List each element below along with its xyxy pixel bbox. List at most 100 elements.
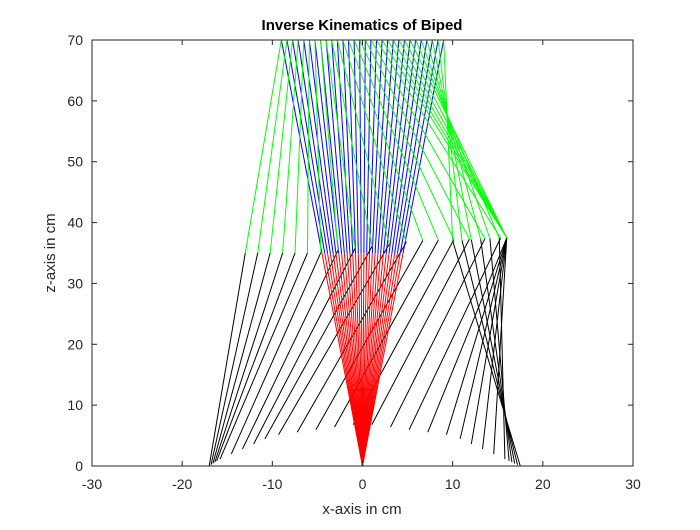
stance-thigh-segment: [331, 39, 348, 254]
swing-shank-segment: [470, 237, 508, 445]
x-tick-label: -30: [82, 476, 102, 492]
stance-thigh-segment: [380, 39, 400, 254]
x-tick-label: 20: [535, 476, 551, 492]
stance-thigh-segment: [348, 39, 357, 254]
swing-thigh-segment: [353, 39, 439, 241]
swing-thigh-segment: [336, 39, 390, 245]
stance-thigh-segment: [366, 39, 372, 254]
swing-thigh-segment: [420, 39, 491, 239]
swing-thigh-segment: [415, 39, 500, 239]
stance-thigh-segment: [382, 39, 405, 254]
plot-area: [208, 39, 521, 467]
swing-thigh-segment: [269, 39, 294, 254]
axes: [91, 39, 634, 467]
swing-shank-segment: [459, 237, 508, 440]
swing-thigh-segment: [244, 39, 282, 254]
swing-thigh-segment: [314, 39, 322, 253]
y-tick-label: 40: [67, 215, 83, 231]
swing-thigh-segment: [437, 39, 463, 241]
swing-shank-segment: [427, 237, 508, 433]
stance-thigh-segment: [388, 39, 417, 254]
swing-shank-segment: [208, 252, 246, 467]
swing-thigh-segment: [294, 39, 305, 254]
swing-thigh-series: [244, 39, 508, 254]
stance-thigh-segment: [280, 39, 323, 254]
stance-thigh-segment: [320, 39, 343, 254]
swing-thigh-segment: [306, 39, 310, 254]
swing-thigh-segment: [409, 39, 508, 239]
swing-shank-segment: [482, 237, 508, 450]
stance-thigh-segment: [353, 39, 359, 254]
swing-thigh-segment: [320, 39, 339, 251]
swing-thigh-segment: [431, 39, 472, 240]
y-tick-label: 0: [75, 458, 83, 474]
swing-shank-segment: [214, 252, 284, 463]
swing-shank-segment: [242, 250, 339, 450]
swing-thigh-segment: [282, 39, 299, 254]
stance-thigh-segment: [336, 39, 351, 254]
swing-shank-segment: [493, 237, 508, 455]
stance-thigh-segment: [377, 39, 394, 254]
stance-shank-series: [321, 252, 404, 467]
stance-thigh-segment: [368, 39, 377, 254]
y-axis-label: z-axis in cm: [42, 213, 59, 292]
swing-shank-segment: [452, 240, 521, 467]
x-tick-label: 0: [359, 476, 367, 492]
swing-thigh-segment: [359, 39, 455, 240]
x-tick-label: -10: [262, 476, 282, 492]
stance-thigh-segment: [325, 39, 345, 254]
swing-thigh-segment: [325, 39, 356, 249]
y-tick-label: 20: [67, 336, 83, 352]
tick-labels: -30 -20 -10 0 10 20 30 0 10 20 30 40 50 60 70: [67, 32, 641, 492]
x-tick-label: 30: [625, 476, 641, 492]
swing-thigh-segment: [376, 39, 501, 239]
stance-thigh-segment: [399, 39, 439, 254]
stance-thigh-segment: [394, 39, 428, 254]
swing-shank-segment: [253, 248, 356, 445]
swing-shank-segment: [230, 252, 322, 455]
stance-thigh-segment: [297, 39, 331, 254]
swing-thigh-segment: [364, 39, 470, 240]
x-tick-label: -20: [172, 476, 192, 492]
swing-shank-segment: [371, 238, 470, 425]
stance-thigh-segment: [396, 39, 433, 254]
stance-thigh-segment: [371, 39, 383, 254]
x-tick-label: 10: [445, 476, 461, 492]
swing-thigh-segment: [426, 39, 482, 240]
stance-thigh-segment: [292, 39, 329, 254]
stance-thigh-series: [280, 39, 445, 254]
swing-shank-segment: [445, 237, 508, 435]
stance-thigh-segment: [374, 39, 389, 254]
chart-title: Inverse Kinematics of Biped: [262, 17, 463, 34]
swing-thigh-segment: [398, 39, 508, 239]
x-axis-label: x-axis in cm: [322, 501, 401, 518]
stance-thigh-segment: [391, 39, 422, 254]
swing-thigh-segment: [342, 39, 407, 243]
swing-shank-segment: [498, 238, 506, 460]
swing-shank-segment: [480, 239, 513, 463]
y-tick-label: 60: [67, 93, 83, 109]
swing-thigh-segment: [443, 39, 454, 241]
y-tick-label: 30: [67, 275, 83, 291]
swing-thigh-segment: [381, 39, 508, 239]
stance-thigh-segment: [359, 39, 362, 254]
stance-thigh-segment: [286, 39, 326, 254]
swing-shank-series: [208, 237, 521, 467]
swing-shank-segment: [489, 238, 510, 462]
swing-shank-segment: [315, 240, 424, 430]
stance-thigh-segment: [308, 39, 337, 254]
y-tick-label: 50: [67, 154, 83, 170]
swing-shank-segment: [210, 252, 259, 465]
swing-thigh-segment: [348, 39, 424, 241]
swing-thigh-segment: [331, 39, 373, 247]
swing-thigh-segment: [387, 39, 508, 239]
swing-shank-segment: [212, 252, 271, 464]
y-tick-label: 10: [67, 397, 83, 413]
swing-shank-segment: [219, 252, 308, 460]
swing-shank-segment: [216, 252, 296, 462]
stance-shank-segment: [362, 252, 404, 467]
swing-thigh-segment: [257, 39, 288, 254]
swing-thigh-segment: [370, 39, 486, 239]
